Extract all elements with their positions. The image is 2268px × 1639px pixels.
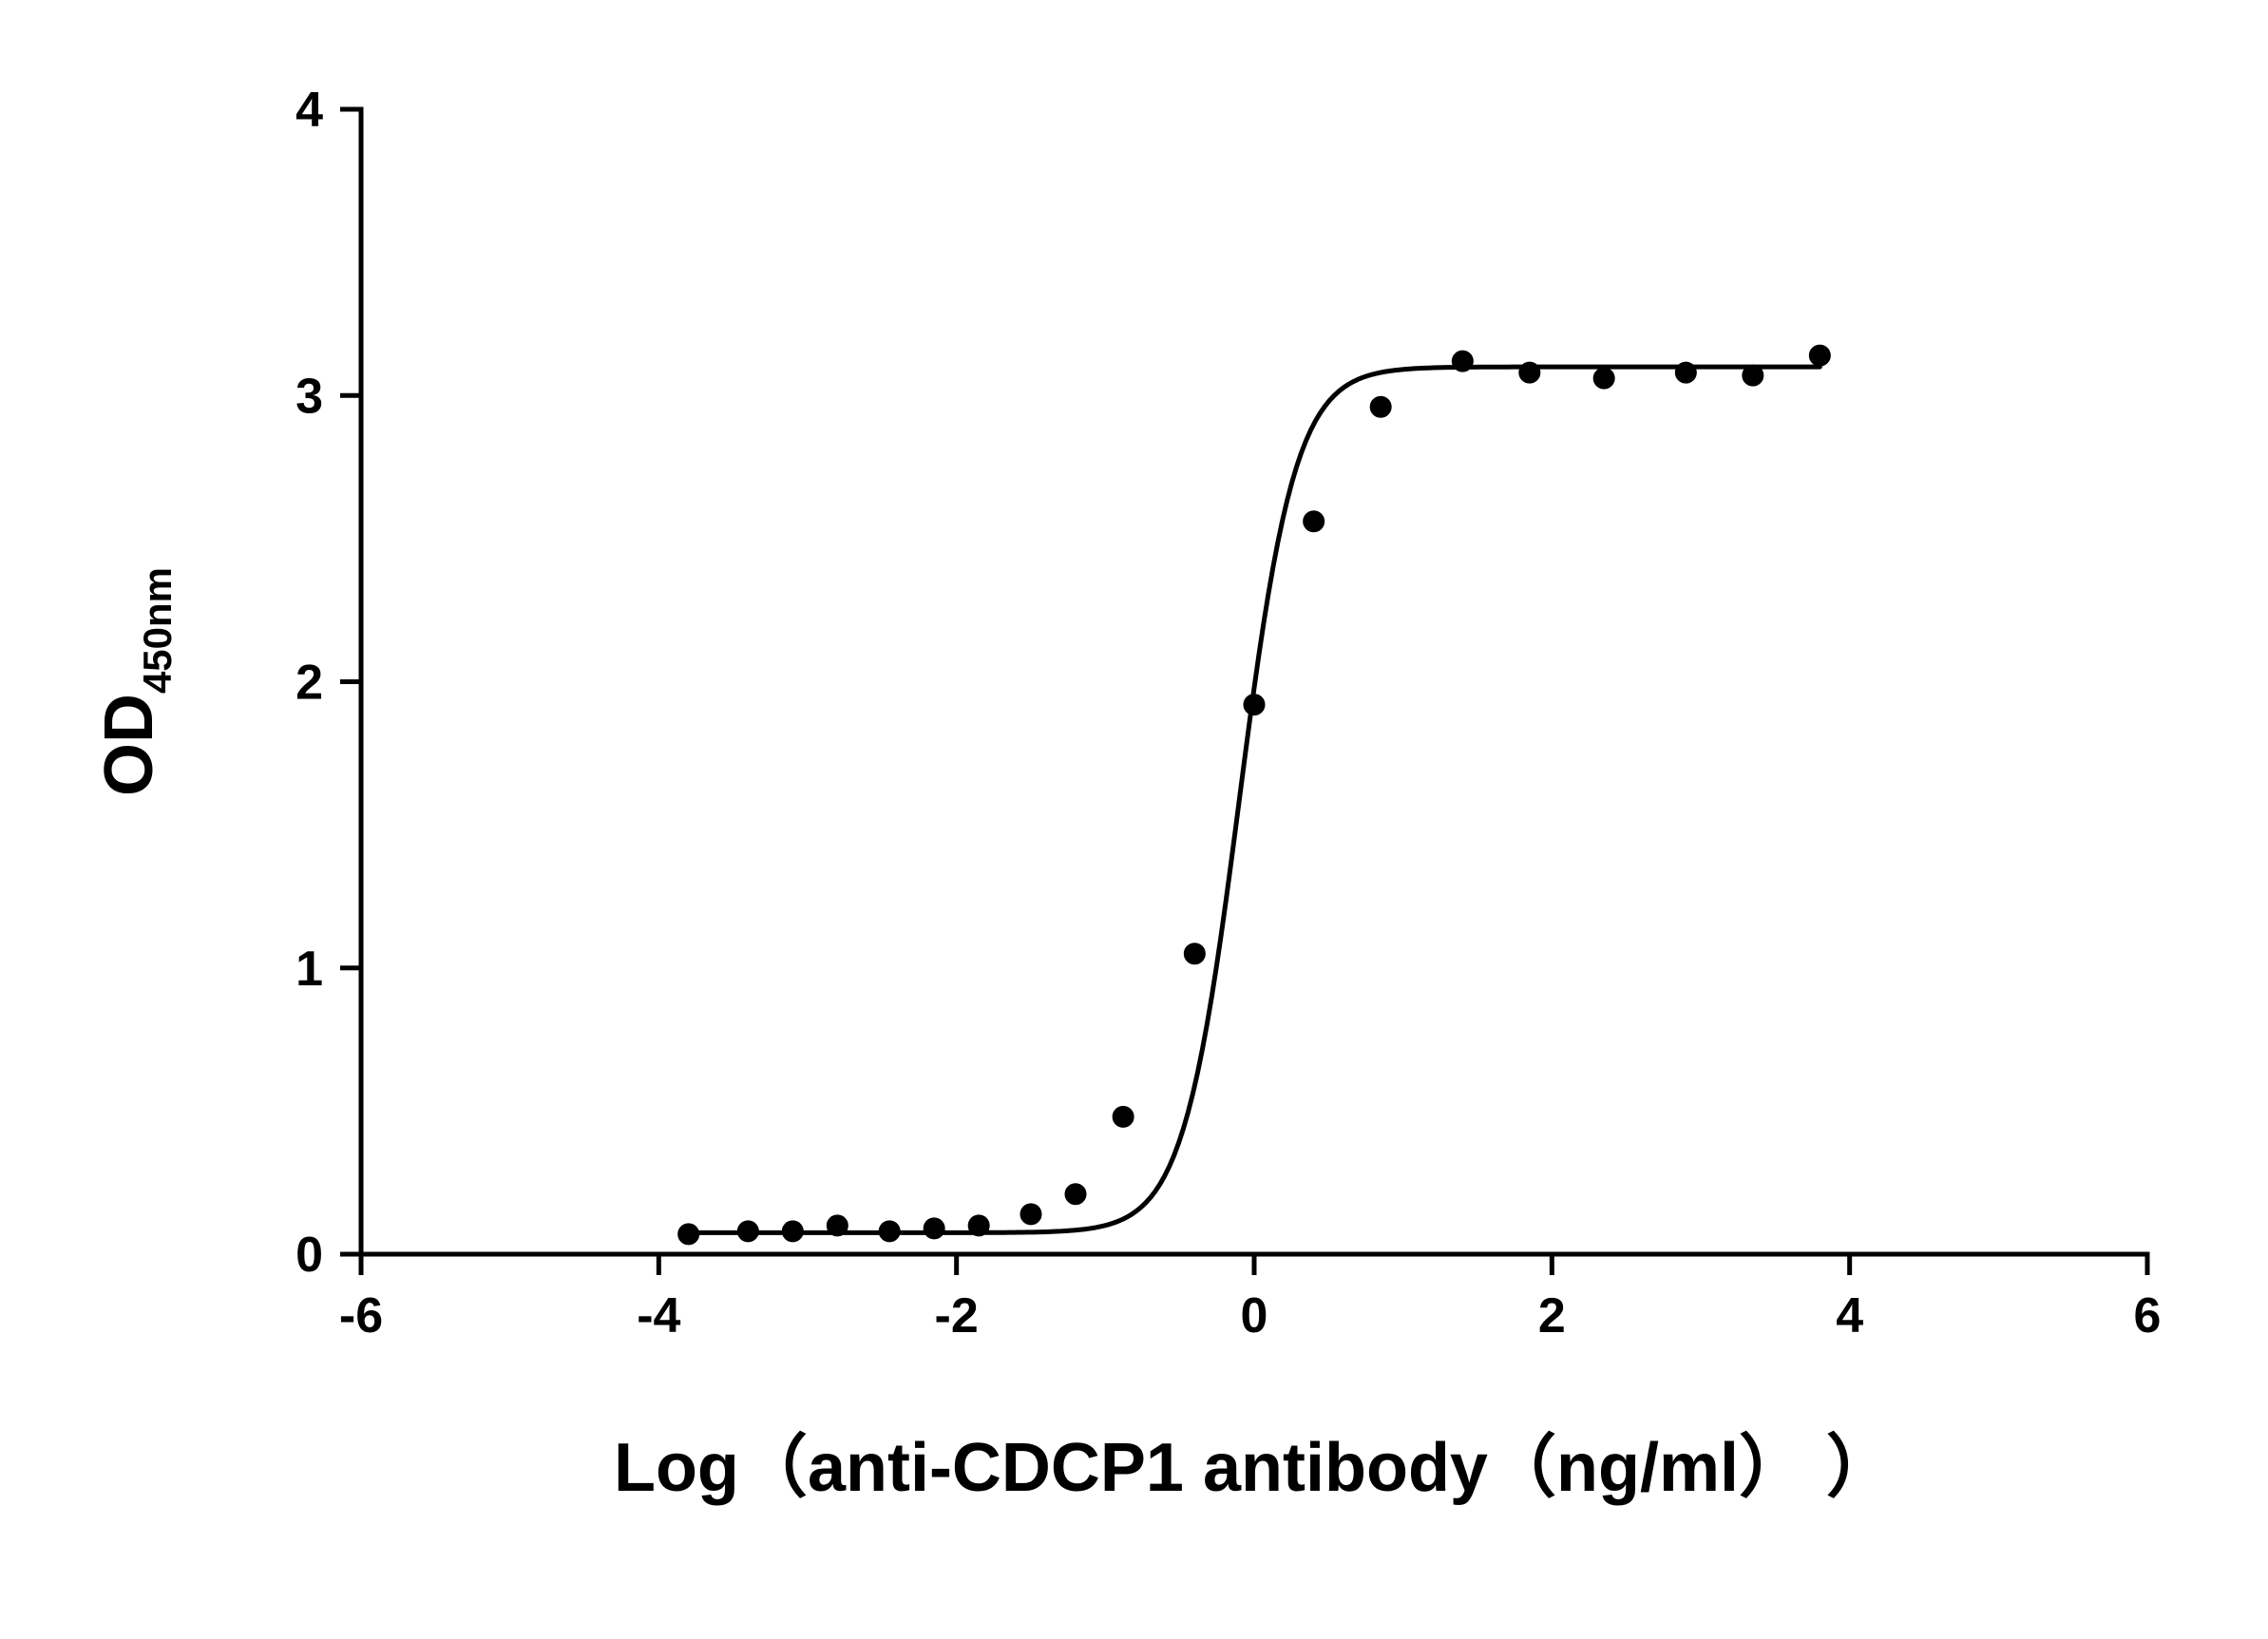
data-point bbox=[1593, 368, 1614, 389]
data-point bbox=[879, 1221, 900, 1242]
data-point bbox=[1244, 695, 1265, 715]
y-tick-label: 3 bbox=[295, 369, 323, 424]
x-tick-label: 0 bbox=[1241, 1288, 1268, 1344]
x-tick-label: 6 bbox=[2134, 1288, 2162, 1344]
data-point bbox=[1304, 511, 1325, 532]
data-point bbox=[737, 1221, 758, 1242]
x-tick-label: 2 bbox=[1538, 1288, 1566, 1344]
data-point bbox=[1675, 362, 1696, 383]
y-tick-label: 4 bbox=[295, 83, 323, 138]
data-point bbox=[924, 1218, 944, 1239]
dose-response-chart: -6 -4 -2 0 2 4 6 0 1 2 3 4 Log（anti-CDCP1 antibody（n… bbox=[0, 0, 2268, 1639]
data-point bbox=[1370, 396, 1391, 417]
data-point bbox=[1452, 351, 1473, 372]
y-tick-label: 2 bbox=[295, 656, 323, 711]
y-tick-label: 1 bbox=[295, 942, 323, 997]
data-point bbox=[1519, 362, 1540, 383]
data-point bbox=[1809, 345, 1830, 366]
y-tick-label: 0 bbox=[295, 1228, 323, 1283]
x-axis-title: Log（anti-CDCP1 antibody（ng/ml） ） bbox=[614, 1430, 1895, 1506]
data-point bbox=[1113, 1106, 1134, 1127]
data-point bbox=[1184, 943, 1205, 964]
x-tick-label: -6 bbox=[339, 1288, 383, 1344]
x-tick-label: -4 bbox=[637, 1288, 680, 1344]
data-point bbox=[782, 1221, 803, 1242]
data-point bbox=[1743, 365, 1763, 386]
data-point bbox=[968, 1215, 989, 1236]
chart-container: -6 -4 -2 0 2 4 6 0 1 2 3 4 Log（anti-CDCP1 antibody（n… bbox=[0, 0, 2268, 1639]
data-point bbox=[1020, 1204, 1041, 1225]
data-point bbox=[1065, 1184, 1086, 1205]
data-point bbox=[678, 1224, 699, 1245]
chart-background bbox=[0, 0, 2268, 1639]
data-point bbox=[827, 1215, 848, 1236]
x-tick-label: 4 bbox=[1836, 1288, 1863, 1344]
x-tick-label: -2 bbox=[935, 1288, 979, 1344]
